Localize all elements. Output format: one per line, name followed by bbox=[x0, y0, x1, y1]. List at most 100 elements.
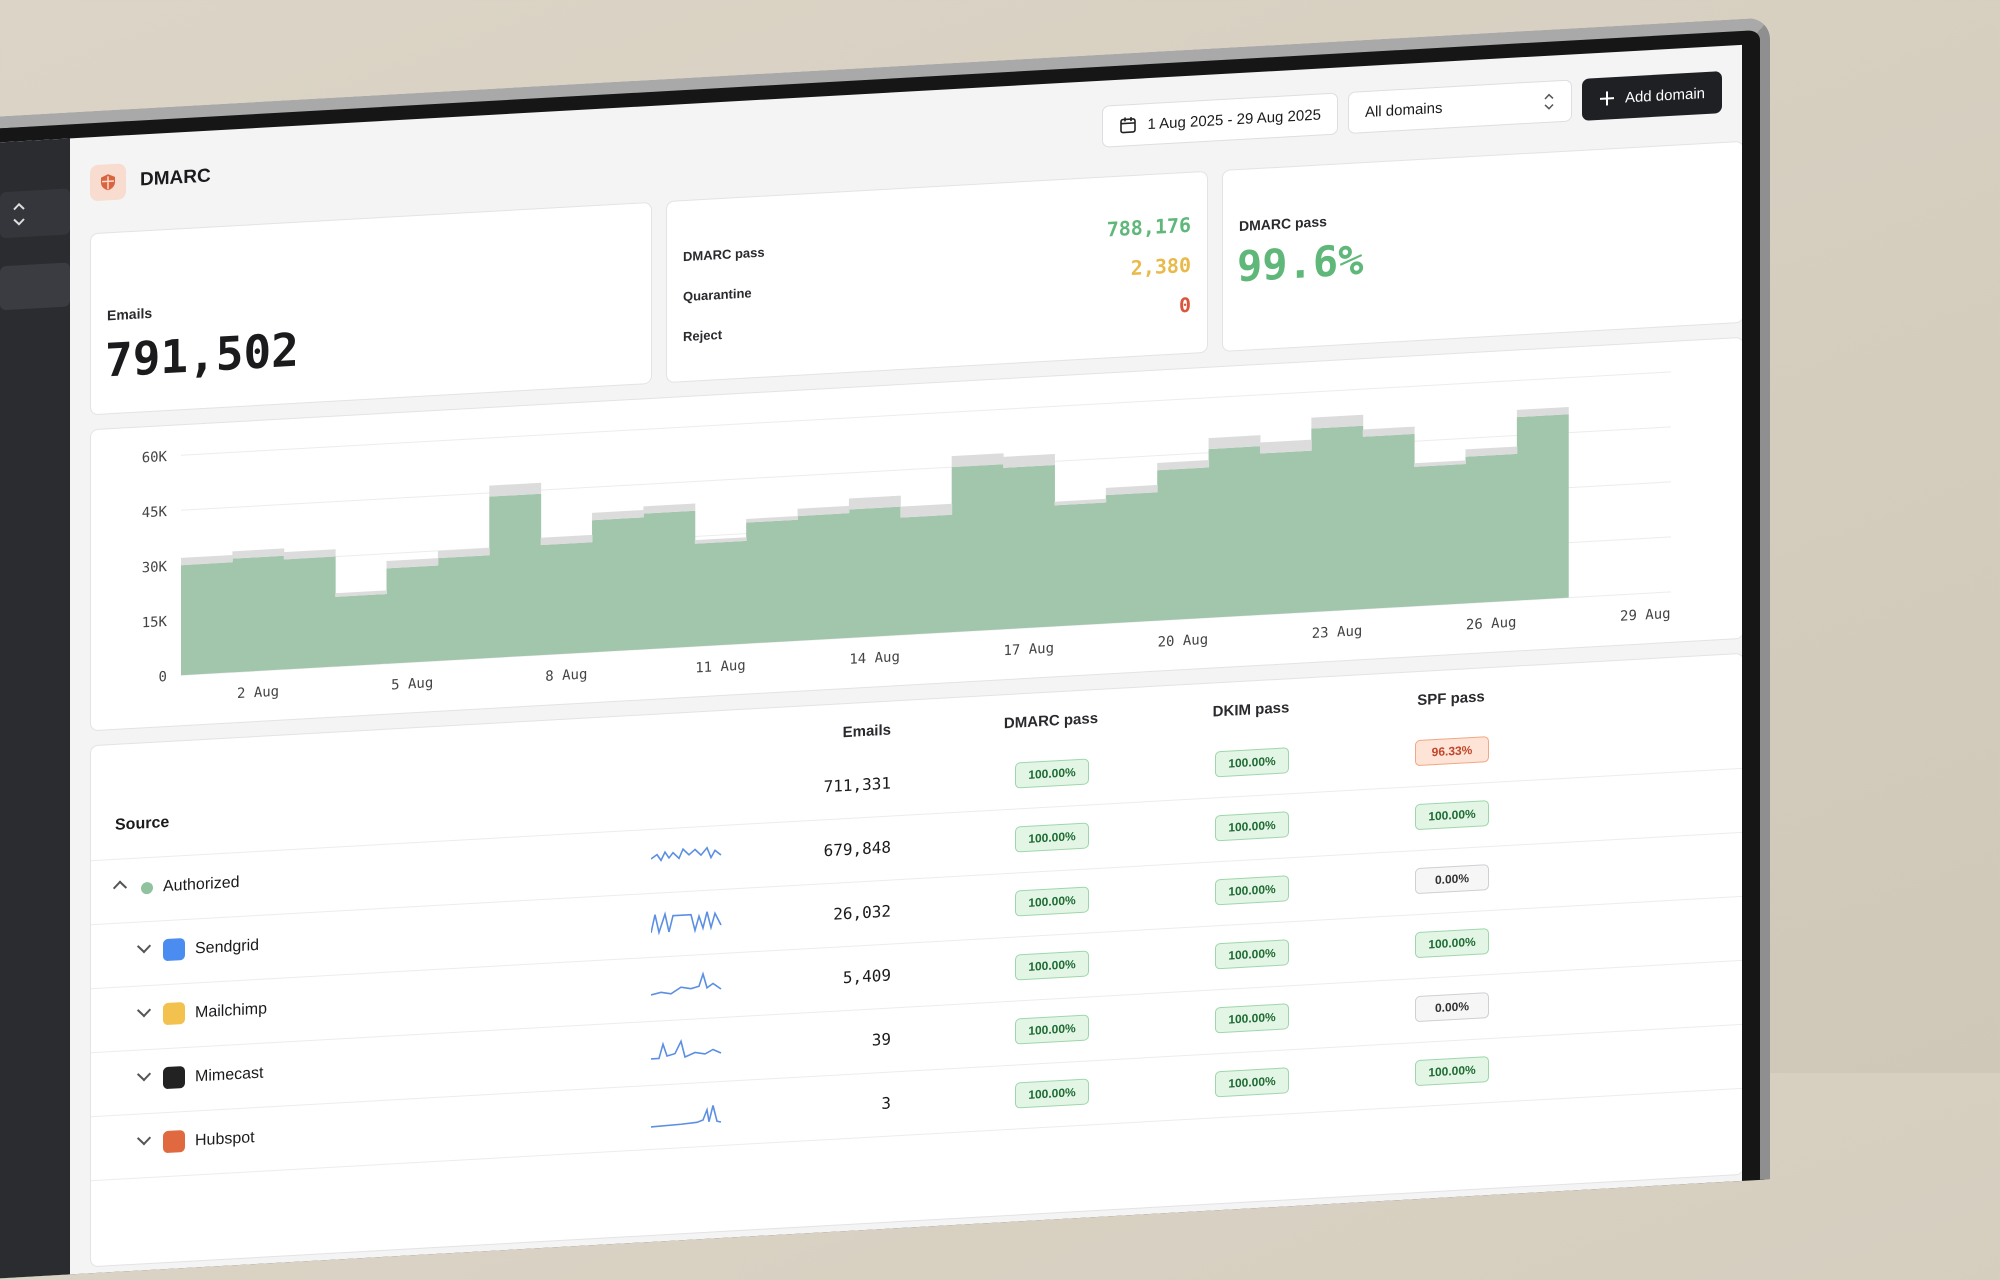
stat-label: DMARC pass bbox=[1239, 213, 1327, 235]
add-domain-button[interactable]: Add domain bbox=[1581, 71, 1722, 121]
source-icon bbox=[163, 1129, 185, 1154]
workspace-switcher[interactable] bbox=[0, 188, 70, 239]
bar-segment bbox=[1516, 414, 1569, 601]
grid-line bbox=[181, 371, 1671, 456]
source-icon bbox=[163, 1001, 185, 1026]
bar-segment bbox=[1516, 406, 1569, 418]
bar-segment bbox=[1054, 498, 1107, 506]
source-row[interactable]: Sendgrid 26,032 100.00% 100.00% 0.00% bbox=[91, 831, 1742, 990]
stat-label: Reject bbox=[683, 326, 723, 345]
bar-segment bbox=[335, 594, 388, 667]
expand-chevron bbox=[136, 1067, 152, 1082]
dmarc-logo bbox=[90, 163, 126, 202]
pass-badge: 100.00% bbox=[1015, 1014, 1089, 1045]
header: DMARC 1 Aug 2025 - 29 Aug 2025 All domai… bbox=[90, 62, 1722, 213]
bar-segment bbox=[746, 519, 799, 644]
stat-label: Emails bbox=[107, 304, 153, 324]
bar-segment bbox=[848, 506, 901, 638]
expand-chevron bbox=[136, 1003, 152, 1018]
expand-chevron bbox=[136, 939, 152, 954]
pass-badge: 100.00% bbox=[1015, 822, 1089, 853]
bar-segment bbox=[1157, 467, 1210, 621]
stat-value: 2,380 bbox=[1130, 252, 1191, 281]
bar-segment bbox=[489, 482, 542, 497]
email-count: 5,409 bbox=[842, 965, 891, 988]
email-count: 3 bbox=[881, 1093, 891, 1114]
main: DMARC 1 Aug 2025 - 29 Aug 2025 All domai… bbox=[70, 45, 1742, 1274]
status-dot bbox=[141, 881, 153, 895]
date-range: 1 Aug 2025 - 29 Aug 2025 bbox=[1147, 105, 1321, 133]
x-tick-label: 20 Aug bbox=[1158, 632, 1209, 651]
pass-badge: 100.00% bbox=[1415, 928, 1489, 959]
pass-badge: 100.00% bbox=[1015, 1078, 1089, 1109]
stat-value: 791,502 bbox=[105, 322, 299, 388]
emails-card: Emails 791,502 bbox=[90, 201, 652, 416]
email-count: 26,032 bbox=[833, 901, 891, 924]
page-title: DMARC bbox=[140, 165, 211, 191]
column-header: DMARC pass bbox=[1003, 709, 1099, 733]
pass-badge: 100.00% bbox=[1415, 800, 1489, 831]
bar-segment bbox=[1003, 454, 1055, 468]
domain-select-label: All domains bbox=[1364, 99, 1443, 121]
bar-segment bbox=[900, 514, 953, 635]
grid-line bbox=[181, 426, 1671, 511]
x-tick-label: 5 Aug bbox=[391, 675, 433, 693]
source-row[interactable]: Mimecast 39 100.00% 100.00% 0.00% bbox=[91, 959, 1742, 1118]
sparkline bbox=[651, 1038, 722, 1060]
bar-segment bbox=[694, 540, 747, 647]
add-domain-label: Add domain bbox=[1624, 84, 1705, 106]
source-icon bbox=[163, 937, 185, 962]
collapse-chevron bbox=[112, 880, 128, 895]
y-tick-label: 60K bbox=[142, 449, 168, 466]
bar-segment bbox=[592, 517, 644, 653]
sparkline bbox=[651, 911, 722, 936]
source-row[interactable]: Authorized 679,848 100.00% 100.00% 100.00% bbox=[91, 767, 1742, 926]
source-name: Mimecast bbox=[195, 1064, 264, 1086]
x-tick-label: 17 Aug bbox=[1003, 640, 1054, 659]
bar-segment bbox=[181, 562, 233, 676]
domain-select[interactable]: All domains bbox=[1347, 79, 1572, 134]
bar-segment bbox=[900, 503, 953, 518]
nav-item[interactable] bbox=[0, 262, 70, 311]
bar-segment bbox=[1054, 502, 1107, 627]
source-name: Hubspot bbox=[195, 1129, 255, 1150]
pass-badge: 0.00% bbox=[1415, 992, 1489, 1023]
sparkline bbox=[651, 1105, 722, 1128]
pass-badge: 100.00% bbox=[1015, 886, 1089, 917]
y-tick-label: 30K bbox=[142, 559, 168, 576]
email-count: 679,848 bbox=[823, 837, 891, 861]
bar-segment bbox=[1465, 446, 1518, 457]
pass-badge: 100.00% bbox=[1215, 747, 1289, 778]
bar-segment bbox=[386, 558, 439, 569]
email-count: 711,331 bbox=[823, 773, 891, 797]
bar-segment bbox=[1311, 414, 1364, 429]
stat-value: 788,176 bbox=[1106, 212, 1191, 242]
bar-segment bbox=[1362, 426, 1415, 437]
bar-segment bbox=[386, 565, 439, 664]
bar-segment bbox=[643, 510, 696, 650]
chart-card: 0 15K 30K 45K 60K 2 Aug 5 Aug 8 Aug 11 Aug 14 Aug… bbox=[90, 336, 1742, 732]
date-range-picker[interactable]: 1 Aug 2025 - 29 Aug 2025 bbox=[1102, 92, 1338, 148]
column-header: SPF pass bbox=[1417, 688, 1485, 710]
sparkline bbox=[651, 846, 722, 862]
pass-rate-card: DMARC pass 99.6% bbox=[1222, 140, 1742, 353]
pass-badge: 100.00% bbox=[1415, 1056, 1489, 1087]
bar-segment bbox=[1465, 453, 1518, 604]
bar-segment bbox=[540, 542, 593, 656]
bar-segment bbox=[437, 547, 490, 559]
sparkline-path bbox=[651, 846, 722, 862]
bar-segment bbox=[1208, 446, 1261, 618]
pass-badge: 100.00% bbox=[1215, 939, 1289, 970]
pass-badge: 100.00% bbox=[1215, 811, 1289, 842]
sidebar bbox=[0, 138, 70, 1280]
pass-badge: 100.00% bbox=[1215, 1003, 1289, 1034]
sparkline-path bbox=[651, 1105, 722, 1128]
bar-segment bbox=[181, 554, 233, 566]
source-row[interactable]: Mailchimp 5,409 100.00% 100.00% 100.00% bbox=[91, 895, 1742, 1054]
bar-segment bbox=[1311, 425, 1364, 613]
x-tick-label: 14 Aug bbox=[849, 649, 900, 668]
bar-segment bbox=[1105, 484, 1158, 496]
y-tick-label: 0 bbox=[159, 669, 167, 685]
sparkline bbox=[651, 971, 722, 996]
bar-segment bbox=[283, 556, 336, 670]
